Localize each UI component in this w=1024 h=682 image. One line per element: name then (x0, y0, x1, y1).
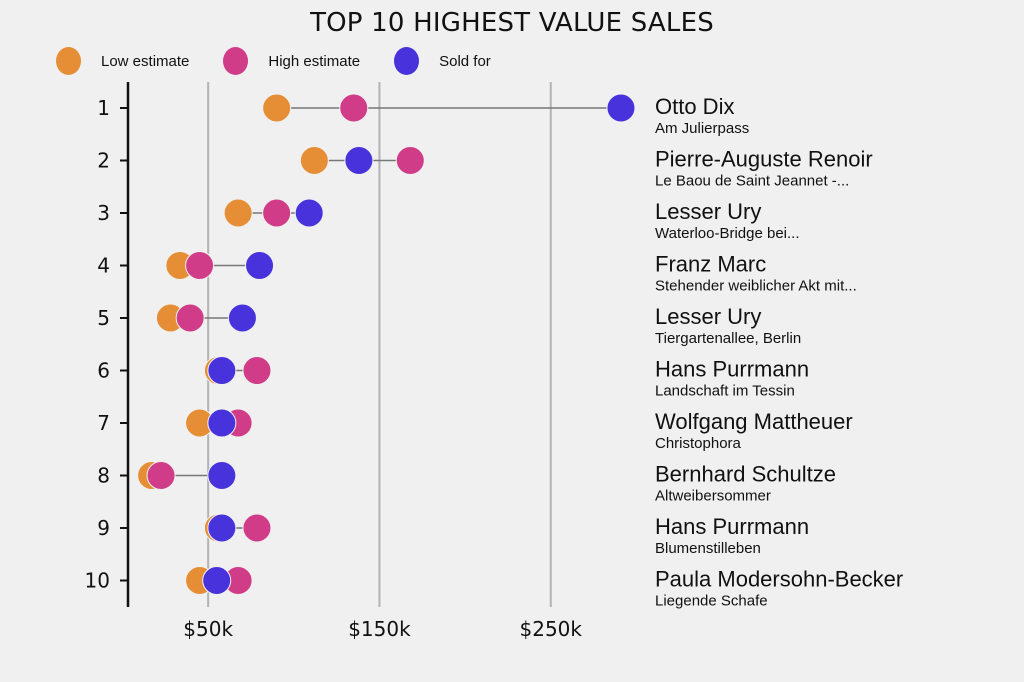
dot-sold-row-5 (227, 303, 257, 333)
rank-label-3: 3 (97, 201, 110, 225)
work-label-5: Tiergartenallee, Berlin (655, 330, 801, 347)
dot-sold-row-6 (207, 356, 237, 385)
artist-label-10: Paula Modersohn-Becker (655, 567, 903, 592)
x-tick-label-0: $50k (183, 617, 233, 641)
dot-high-row-4 (185, 251, 215, 280)
artist-label-2: Pierre-Auguste Renoir (655, 147, 873, 172)
artist-label-4: Franz Marc (655, 252, 766, 277)
dot-high-row-5 (175, 303, 205, 333)
dot-high-row-6 (242, 356, 272, 385)
dot-sold-row-8 (207, 461, 237, 490)
rank-label-8: 8 (97, 464, 110, 488)
work-label-6: Landschaft im Tessin (655, 383, 795, 400)
legend-item-sold-for: Sold for (394, 47, 491, 75)
work-label-1: Am Julierpass (655, 120, 749, 137)
rank-label-5: 5 (97, 306, 110, 330)
artist-label-3: Lesser Ury (655, 199, 761, 224)
dot-low-row-2 (299, 146, 329, 175)
work-label-10: Liegende Schafe (655, 593, 768, 610)
dot-high-row-3 (262, 198, 292, 228)
work-label-7: Christophora (655, 435, 742, 452)
work-label-9: Blumenstilleben (655, 540, 761, 557)
legend: Low estimate High estimate Sold for (56, 47, 525, 75)
legend-marker-high-estimate (223, 47, 249, 75)
work-label-2: Le Baou de Saint Jeannet -... (655, 173, 849, 190)
rank-label-7: 7 (97, 411, 110, 435)
x-tick-label-2: $250k (520, 617, 583, 641)
artist-label-7: Wolfgang Mattheuer (655, 409, 853, 434)
dot-high-row-1 (339, 93, 369, 123)
chart-title: TOP 10 HIGHEST VALUE SALES (310, 8, 714, 38)
dot-sold-row-10 (202, 566, 232, 595)
legend-label-low-estimate: Low estimate (101, 52, 190, 70)
artist-label-9: Hans Purrmann (655, 514, 809, 539)
rank-label-1: 1 (97, 96, 110, 120)
rank-label-4: 4 (97, 254, 110, 278)
dot-sold-row-2 (344, 146, 374, 175)
work-label-8: Altweibersommer (655, 488, 771, 505)
legend-item-low-estimate: Low estimate (56, 47, 189, 75)
dot-sold-row-4 (245, 251, 275, 280)
rank-label-9: 9 (97, 516, 110, 540)
legend-label-sold-for: Sold for (439, 52, 491, 70)
dot-sold-row-3 (294, 198, 324, 228)
dot-low-row-3 (223, 198, 253, 228)
dot-high-row-2 (395, 146, 425, 175)
legend-marker-low-estimate (56, 47, 81, 75)
work-label-3: Waterloo-Bridge bei... (655, 225, 800, 242)
legend-marker-sold-for (394, 47, 420, 75)
dot-high-row-8 (146, 461, 176, 490)
artist-label-6: Hans Purrmann (655, 357, 809, 382)
work-label-4: Stehender weiblicher Akt mit... (655, 278, 857, 295)
dot-sold-row-1 (606, 93, 636, 123)
rank-label-6: 6 (97, 359, 110, 383)
legend-label-high-estimate: High estimate (268, 52, 361, 70)
dot-sold-row-9 (207, 513, 237, 543)
rank-label-10: 10 (85, 569, 110, 593)
dot-sold-row-7 (207, 408, 237, 438)
x-tick-label-1: $150k (348, 617, 411, 641)
artist-label-1: Otto Dix (655, 94, 734, 119)
dot-high-row-9 (242, 513, 272, 543)
artist-label-5: Lesser Ury (655, 304, 761, 329)
rank-label-2: 2 (97, 149, 110, 173)
legend-item-high-estimate: High estimate (223, 47, 360, 75)
dot-low-row-1 (262, 93, 292, 123)
artist-label-8: Bernhard Schultze (655, 462, 836, 487)
